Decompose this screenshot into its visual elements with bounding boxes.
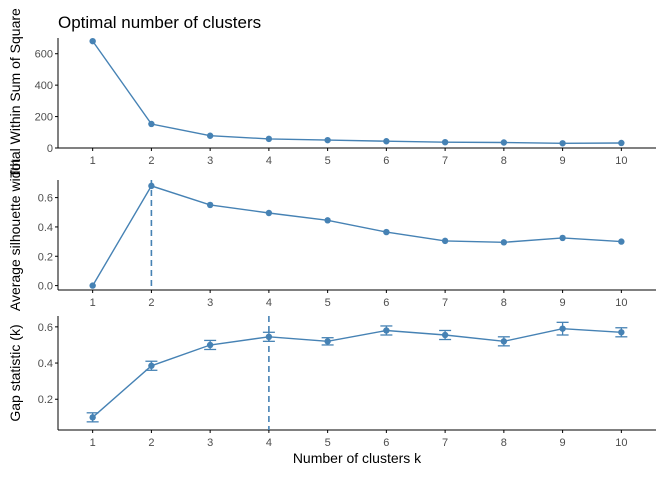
x-tick-label: 1	[90, 297, 96, 309]
data-point	[206, 201, 214, 209]
y-tick-label: 0.4	[38, 222, 53, 234]
series-line	[92, 327, 622, 418]
x-tick-label: 6	[383, 437, 389, 449]
data-point	[618, 329, 625, 336]
y-tick-label: 0.2	[38, 394, 53, 406]
x-tick-label: 1	[90, 437, 96, 449]
x-tick-label: 8	[501, 437, 507, 449]
x-tick-label: 6	[383, 155, 389, 167]
x-tick-label: 2	[148, 297, 154, 309]
x-tick-label: 5	[325, 155, 331, 167]
panel-2: 0.0 0.2 0.4 0.6 1 2 3 4 5 6 7 8 9 10 Average silhouett…	[7, 159, 656, 311]
data-point	[206, 341, 214, 349]
y-axis-title: Gap statistic (k)	[7, 324, 23, 421]
data-point	[559, 325, 566, 332]
x-tick-label: 2	[148, 437, 154, 449]
data-point	[148, 182, 155, 190]
data-point	[383, 327, 390, 334]
x-tick-label: 7	[442, 297, 448, 309]
data-point	[148, 120, 155, 128]
x-tick-label: 5	[325, 297, 331, 309]
data-point	[383, 228, 390, 236]
x-tick-label: 7	[442, 437, 448, 449]
x-tick-label: 10	[615, 297, 627, 309]
x-tick-label: 2	[148, 155, 154, 167]
x-tick-label: 3	[207, 297, 213, 309]
x-tick-label: 3	[207, 155, 213, 167]
x-tick-label: 5	[325, 437, 331, 449]
series-line	[92, 40, 622, 145]
y-axis-title: Average silhouette width	[7, 159, 23, 311]
data-point	[618, 139, 625, 147]
x-tick-label: 7	[442, 155, 448, 167]
data-point	[265, 135, 273, 143]
x-tick-label: 9	[560, 297, 566, 309]
x-tick-label: 10	[615, 155, 627, 167]
x-tick-label: 4	[266, 437, 272, 449]
data-point	[383, 138, 390, 145]
data-point	[148, 362, 155, 369]
data-point	[324, 217, 331, 224]
data-point	[89, 37, 96, 45]
data-point	[441, 237, 449, 245]
data-point	[89, 414, 96, 421]
data-point	[206, 132, 214, 139]
x-tick-label: 9	[560, 155, 566, 167]
data-point	[265, 209, 273, 217]
x-tick-label: 3	[207, 437, 213, 449]
series-line	[92, 185, 622, 286]
panel-3: 0.2 0.4 0.6 1 2 3 4 5 6 7 8 9 10 Gap statistic (k) Num…	[7, 316, 656, 466]
data-point	[324, 136, 331, 144]
x-tick-label: 1	[90, 155, 96, 167]
y-tick-label: 600	[35, 49, 53, 61]
y-tick-label: 400	[35, 80, 53, 92]
chart-title: Optimal number of clusters	[58, 13, 261, 32]
data-point	[441, 331, 449, 339]
data-point	[324, 338, 331, 345]
y-tick-label: 0	[47, 143, 53, 155]
x-tick-label: 8	[501, 155, 507, 167]
x-tick-label: 4	[266, 155, 272, 167]
data-point	[559, 234, 566, 242]
data-point	[500, 239, 508, 246]
y-tick-label: 200	[35, 112, 53, 124]
data-point	[89, 282, 96, 289]
data-point	[500, 338, 508, 345]
data-point	[500, 139, 508, 146]
y-tick-label: 0.6	[38, 322, 53, 334]
data-point	[265, 333, 273, 341]
x-tick-label: 8	[501, 297, 507, 309]
x-tick-label: 10	[615, 437, 627, 449]
x-tick-label: 9	[560, 437, 566, 449]
y-tick-label: 0.4	[38, 358, 53, 370]
x-tick-label: 6	[383, 297, 389, 309]
y-axis-title: Total Within Sum of Square	[7, 8, 23, 178]
y-tick-label: 0.0	[38, 281, 53, 293]
data-point	[618, 238, 625, 245]
data-point	[559, 140, 566, 147]
y-tick-label: 0.2	[38, 251, 53, 263]
panel-1: 0 200 400 600 1 2 3 4 5 6 7 8 9 10 Total Within Sum of…	[7, 8, 656, 178]
data-point	[441, 138, 449, 146]
x-axis-title: Number of clusters k	[293, 450, 422, 466]
y-tick-label: 0.6	[38, 193, 53, 205]
x-tick-label: 4	[266, 297, 272, 309]
